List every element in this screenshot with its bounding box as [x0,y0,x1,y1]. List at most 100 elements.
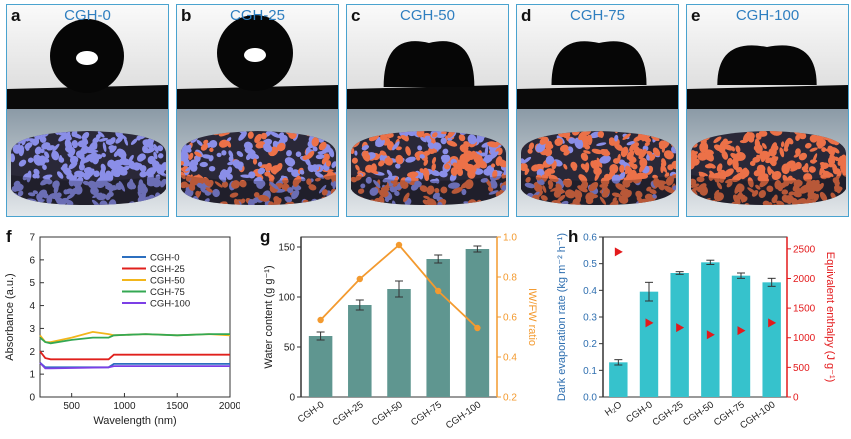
foam-disc [11,131,166,205]
bar-cgh-25 [348,305,372,397]
photo-panel-b: b CGH-25 [176,4,339,217]
y-tick-label: 2 [29,347,35,358]
ratio-point [435,287,442,295]
panel-label-f: f [6,227,12,246]
panel-label-d: d [521,6,532,25]
y-tick-label: 0.6 [583,233,597,244]
y2-tick-label: 1000 [793,333,816,344]
x-tick-label: CGH-50 [681,399,716,428]
y2-tick-label: 0.8 [503,273,517,284]
substrate [347,85,508,109]
y-axis-label: Water content (g g⁻¹) [263,265,275,368]
water-droplet [551,41,647,85]
series-line-cgh-100 [39,362,230,370]
legend-entry: CGH-50 [150,276,185,287]
x-tick-label: CGH-50 [370,399,405,428]
ratio-point [356,275,363,283]
panel-title: CGH-50 [399,7,455,24]
y2-tick-label: 0.6 [503,313,517,324]
bar-cgh-50 [701,262,720,397]
panel-label-a: a [11,6,21,25]
y-tick-label: 0 [289,393,295,404]
chart-evaporation: 0.0 0.1 0.2 0.3 0.4 0.5 0.6 0 500 1000 1500 2000 250… [556,233,836,432]
x-tick-label: 500 [63,401,80,412]
y-tick-label: 4 [29,301,35,312]
y2-tick-label: 2000 [793,274,816,285]
x-tick-label: 1500 [166,401,189,412]
x-tick-label: CGH-100 [738,399,777,431]
panel-label-h: h [568,227,579,246]
chart-absorbance: 0 1 2 3 4 5 6 7 500 1000 1500 2000 Wavelength (nm) Ab… [4,233,240,428]
x-tick-label: CGH-100 [444,399,483,431]
y2-axis-label: IW/FW ratio [526,288,538,346]
x-tick-label: CGH-0 [296,399,327,425]
panel-title: CGH-25 [229,7,285,24]
y-tick-label: 3 [29,324,35,335]
y-tick-label: 0 [29,393,35,404]
y-axis-label: Absorbance (a.u.) [4,273,16,360]
y-tick-label: 150 [278,243,295,254]
bar-cgh-0 [639,291,659,397]
panel-label-e: e [691,6,701,25]
y-tick-label: 0.2 [583,339,597,350]
y-tick-label: 50 [284,343,296,354]
legend-entry: CGH-25 [150,264,185,275]
legend-entry: CGH-75 [150,287,185,298]
bar-cgh-50 [387,289,411,397]
panel-title: CGH-75 [569,7,625,24]
x-tick-label: H₂O [603,399,624,418]
panel-label-b: b [181,6,192,25]
substrate [7,85,168,109]
y-tick-label: 100 [278,293,295,304]
legend-entry: CGH-0 [150,253,180,264]
panel-label-g: g [260,227,271,246]
y-tick-label: 5 [29,278,35,289]
y2-tick-label: 0.2 [503,393,517,404]
y-tick-label: 0.4 [583,286,597,297]
y-tick-label: 0.3 [583,313,597,324]
enthalpy-point [706,330,715,340]
photo-panel-d: d CGH-75 [516,4,679,217]
enthalpy-point [676,323,685,333]
substrate [687,85,848,109]
y2-tick-label: 500 [793,363,810,374]
y-axis-label: Dark evaporation rate (kg m⁻² h⁻¹) [556,233,568,401]
ratio-point [317,316,324,324]
x-tick-label: 1000 [113,401,136,412]
bar-cgh-0 [308,336,333,397]
x-tick-label: CGH-75 [409,399,444,428]
bar-cgh-100 [762,282,781,397]
panel-label-c: c [351,6,361,25]
y2-tick-label: 2500 [793,244,816,255]
bar-h₂o [609,362,628,397]
photo-panel-a: a CGH-0 [6,4,169,217]
y-tick-label: 6 [29,255,35,266]
x-tick-label: 2000 [219,401,240,412]
ratio-point [474,324,481,332]
panel-title: CGH-0 [64,7,111,24]
series-line-cgh-75 [39,333,230,345]
photo-panel-c: c CGH-50 [346,4,509,217]
bar-cgh-75 [426,259,450,397]
y-tick-label: 1 [29,370,35,381]
water-droplet [383,41,475,87]
panel-title: CGH-100 [735,7,800,24]
photo-panel-e: e CGH-100 [686,4,849,217]
y-tick-label: 0.5 [583,259,597,270]
foam-disc [181,131,336,205]
foam-disc [691,131,846,205]
plot-frame [39,236,231,398]
y2-tick-label: 0.4 [503,353,517,364]
bar-cgh-25 [670,273,689,397]
x-tick-label: CGH-0 [624,399,655,425]
x-axis-label: Wavelength (nm) [93,415,176,427]
y2-tick-label: 1500 [793,304,816,315]
ratio-point [395,241,403,249]
legend-entry: CGH-100 [150,299,190,310]
y-tick-label: 0.0 [583,393,597,404]
enthalpy-point [645,318,654,328]
y2-tick-label: 1.0 [503,233,517,244]
substrate [517,85,678,109]
enthalpy-point [768,318,777,328]
y2-axis-label: Equivalent enthalpy (J g⁻¹) [824,252,836,383]
